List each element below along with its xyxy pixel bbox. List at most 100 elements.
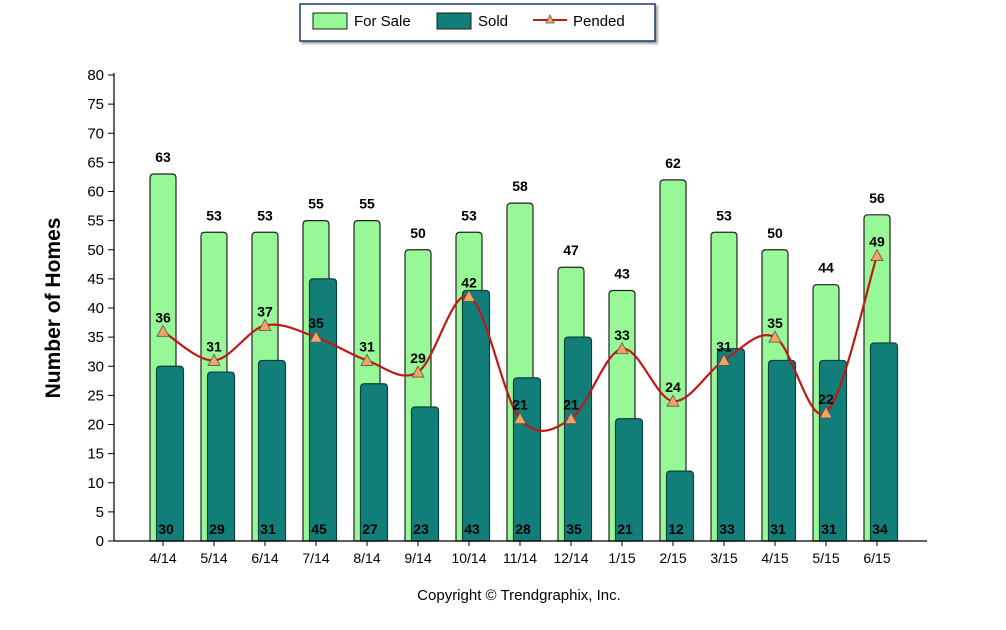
- bar-sold: [818, 359, 848, 542]
- data-label-sold: 45: [311, 521, 327, 537]
- x-tick-label: 3/15: [710, 550, 737, 566]
- data-label-sold: 23: [413, 521, 429, 537]
- data-label-sold: 43: [464, 521, 480, 537]
- y-tick-label: 45: [87, 271, 104, 288]
- pended-marker: [513, 411, 527, 425]
- data-label-for-sale: 47: [563, 242, 579, 258]
- data-label-for-sale: 55: [308, 196, 324, 212]
- data-label-pended: 35: [308, 315, 324, 331]
- data-label-for-sale: 50: [410, 225, 426, 241]
- data-label-pended: 21: [563, 397, 579, 413]
- data-label-for-sale: 50: [767, 225, 783, 241]
- x-tick-label: 9/14: [404, 550, 431, 566]
- y-tick-label: 40: [87, 300, 104, 317]
- data-label-for-sale: 53: [716, 207, 732, 223]
- x-tick-label: 6/15: [863, 550, 890, 566]
- data-label-pended: 37: [257, 303, 273, 319]
- data-label-for-sale: 53: [257, 207, 273, 223]
- bar-sold: [410, 406, 440, 542]
- series-pended: [156, 248, 884, 432]
- data-label-pended: 21: [512, 397, 528, 413]
- x-axis-ticks: 4/14 5/14 6/14 7/14 8/14 9/14 10/14 11/14 12/14 1…: [149, 541, 891, 566]
- data-label-sold: 27: [362, 521, 378, 537]
- pended-marker: [360, 353, 374, 366]
- pended-line-path: [162, 255, 879, 432]
- bar-sold: [563, 336, 593, 542]
- legend-label-pended: Pended: [573, 13, 625, 30]
- data-label-pended: 29: [410, 350, 426, 366]
- data-label-for-sale: 55: [359, 196, 375, 212]
- legend-label-for-sale: For Sale: [354, 13, 411, 30]
- y-tick-label: 5: [96, 504, 104, 521]
- bar-sold: [257, 359, 287, 542]
- data-label-sold: 33: [719, 521, 735, 537]
- y-tick-label: 35: [87, 329, 104, 346]
- data-label-for-sale: 53: [461, 207, 477, 223]
- pended-marker: [870, 248, 884, 261]
- pended-marker: [666, 394, 680, 407]
- pended-marker: [309, 330, 323, 343]
- pended-marker: [717, 353, 731, 366]
- data-label-pended: 31: [716, 338, 732, 354]
- x-tick-label: 4/15: [761, 550, 788, 566]
- x-tick-label: 1/15: [608, 550, 635, 566]
- data-label-sold: 30: [158, 521, 174, 537]
- y-tick-label: 0: [96, 533, 104, 550]
- data-label-sold: 35: [566, 521, 582, 537]
- copyright-text: Copyright © Trendgraphix, Inc.: [417, 587, 621, 604]
- data-label-for-sale: 58: [512, 178, 528, 194]
- pended-marker: [819, 406, 833, 419]
- value-labels: 63 53 53 55 55 50 53 58 47 43 62 53 50 44 56 30 29 31 45 27…: [155, 149, 888, 537]
- bar-sold: [614, 418, 644, 542]
- bar-sold: [716, 348, 746, 542]
- x-tick-label: 6/14: [251, 550, 278, 566]
- data-label-sold: 34: [872, 521, 888, 537]
- data-label-pended: 33: [614, 327, 630, 343]
- legend-swatch-for-sale: [312, 12, 348, 30]
- data-label-sold: 28: [515, 521, 531, 537]
- bar-sold: [665, 470, 695, 542]
- data-label-pended: 22: [818, 391, 834, 407]
- bar-sold: [869, 342, 899, 542]
- x-tick-label: 8/14: [353, 550, 380, 566]
- y-tick-label: 25: [87, 387, 104, 404]
- y-tick-label: 15: [87, 446, 104, 463]
- bar-sold: [155, 365, 185, 542]
- data-label-sold: 31: [770, 521, 786, 537]
- x-tick-label: 11/14: [503, 550, 537, 566]
- legend-label-sold: Sold: [478, 13, 508, 30]
- data-label-for-sale: 56: [869, 190, 885, 206]
- y-tick-label: 50: [87, 242, 104, 259]
- bar-sold: [359, 383, 389, 542]
- x-tick-label: 2/15: [659, 550, 686, 566]
- data-label-sold: 29: [209, 521, 225, 537]
- data-label-pended: 31: [359, 338, 375, 354]
- legend: For Sale Sold Pended: [299, 3, 656, 42]
- data-label-pended: 42: [461, 274, 477, 290]
- y-tick-label: 70: [87, 125, 104, 142]
- data-label-sold: 31: [821, 521, 837, 537]
- x-tick-label: 4/14: [149, 550, 176, 566]
- data-label-pended: 36: [155, 309, 171, 325]
- bar-sold: [308, 278, 338, 542]
- y-tick-label: 20: [87, 417, 104, 434]
- pended-marker: [768, 330, 782, 343]
- y-tick-label: 10: [87, 475, 104, 492]
- pended-marker: [615, 341, 629, 355]
- data-label-for-sale: 62: [665, 155, 681, 171]
- bar-sold: [461, 289, 491, 542]
- bar-for-sale: [659, 179, 687, 542]
- y-axis-title: Number of Homes: [42, 218, 65, 399]
- data-label-for-sale: 53: [206, 207, 222, 223]
- y-tick-label: 30: [87, 358, 104, 375]
- data-label-for-sale: 43: [614, 266, 630, 282]
- pended-marker: [207, 353, 221, 366]
- data-label-pended: 31: [206, 338, 222, 354]
- x-tick-label: 10/14: [451, 550, 486, 566]
- data-label-pended: 49: [869, 234, 885, 250]
- x-tick-label: 12/14: [553, 550, 588, 566]
- legend-box: [299, 3, 656, 42]
- y-tick-label: 55: [87, 213, 104, 230]
- y-tick-label: 75: [87, 96, 104, 113]
